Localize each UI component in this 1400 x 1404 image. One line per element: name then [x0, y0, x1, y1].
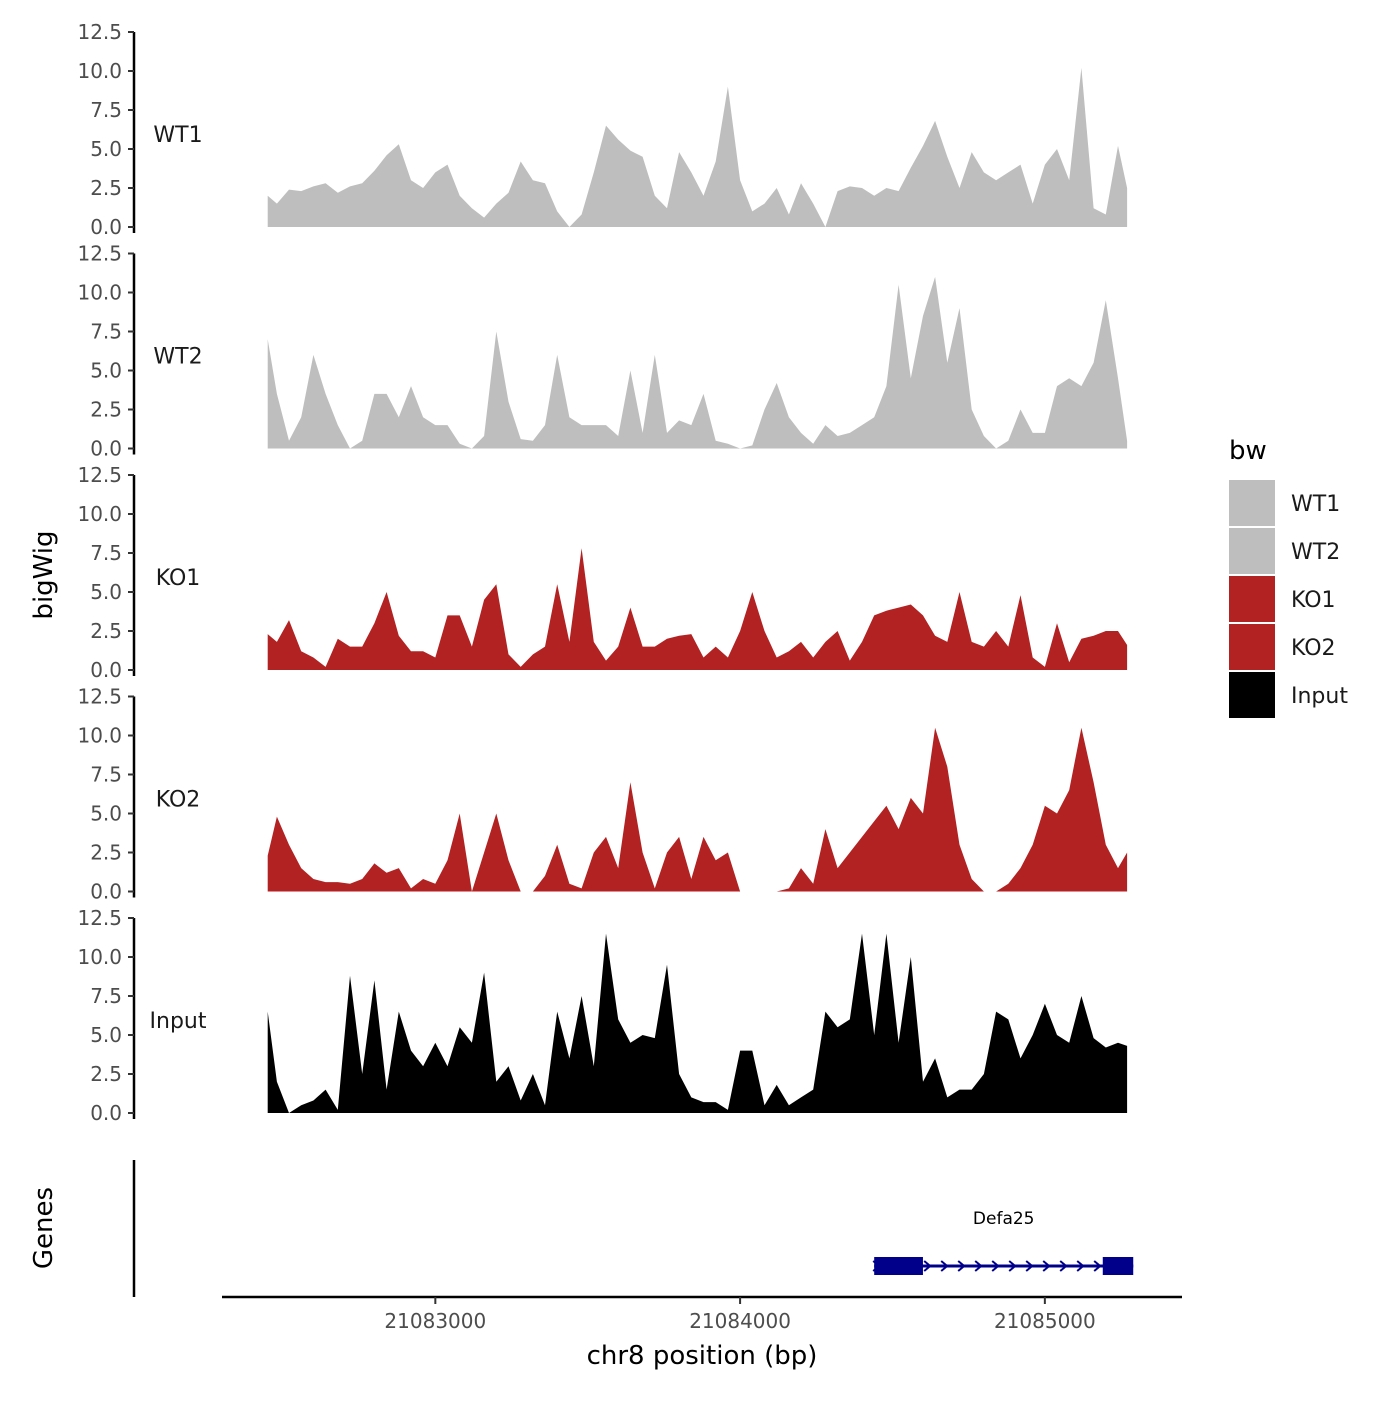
y-tick-label: 10.0 — [77, 724, 122, 748]
legend-key-input — [1229, 672, 1275, 718]
x-tick-label: 21083000 — [384, 1309, 486, 1333]
y-tick-label: 5.0 — [90, 359, 122, 383]
y-tick-label: 7.5 — [90, 984, 122, 1008]
gene-exon — [874, 1257, 923, 1275]
x-axis-title: chr8 position (bp) — [587, 1341, 818, 1371]
y-tick-label: 2.5 — [90, 398, 122, 422]
track-panel-input: 0.0 2.5 5.0 7.5 10.0 12.5 Input — [77, 906, 1128, 1125]
y-tick-label: 7.5 — [90, 541, 122, 565]
legend-key-ko1 — [1229, 576, 1275, 622]
legend-key-wt2 — [1229, 528, 1275, 574]
track-label: KO1 — [156, 566, 201, 591]
track-label: Input — [150, 1009, 207, 1034]
strand-arrow — [1076, 1260, 1085, 1272]
y-tick-label: 10.0 — [77, 945, 122, 969]
strand-arrow — [1008, 1260, 1017, 1272]
legend-label: Input — [1291, 684, 1348, 709]
y-tick-label: 0.0 — [90, 437, 122, 461]
y-tick-label: 10.0 — [77, 281, 122, 305]
strand-arrow — [1042, 1260, 1051, 1272]
legend-key-wt1 — [1229, 480, 1275, 526]
y-tick-label: 5.0 — [90, 137, 122, 161]
y-tick-label: 0.0 — [90, 658, 122, 682]
y-tick-label: 2.5 — [90, 1062, 122, 1086]
signal-area-wt2 — [267, 276, 1128, 449]
track-label: KO2 — [156, 788, 201, 813]
y-tick-label: 12.5 — [77, 20, 122, 44]
y-tick-label: 7.5 — [90, 763, 122, 787]
legend-title: bw — [1229, 436, 1267, 466]
legend: bw WT1 WT2 KO1 KO2 Input — [1229, 436, 1348, 718]
x-tick-label: 21084000 — [689, 1309, 791, 1333]
strand-arrow — [991, 1260, 1000, 1272]
track-panel-wt1: 0.0 2.5 5.0 7.5 10.0 12.5 WT1 — [77, 20, 1128, 239]
strand-arrow — [957, 1260, 966, 1272]
y-axis-title: bigWig — [29, 530, 59, 619]
genes-panel: Defa25 — [132, 1160, 1134, 1297]
signal-area-ko2 — [267, 727, 1128, 892]
strand-arrow — [974, 1260, 983, 1272]
track-panel-ko2: 0.0 2.5 5.0 7.5 10.0 12.5 KO2 — [77, 685, 1128, 904]
y-tick-label: 12.5 — [77, 463, 122, 487]
signal-area-wt1 — [267, 67, 1128, 228]
y-tick-label: 12.5 — [77, 906, 122, 930]
y-tick-label: 12.5 — [77, 242, 122, 266]
signal-area-input — [267, 933, 1128, 1113]
strand-arrow — [1059, 1260, 1068, 1272]
gene-label: Defa25 — [973, 1209, 1035, 1229]
strand-arrow — [1093, 1260, 1102, 1272]
track-panel-wt2: 0.0 2.5 5.0 7.5 10.0 12.5 WT2 — [77, 242, 1128, 461]
gene-defa25: Defa25 — [872, 1209, 1134, 1275]
y-tick-label: 2.5 — [90, 841, 122, 865]
y-tick-label: 0.0 — [90, 880, 122, 904]
x-axis: 21083000 21084000 21085000 — [222, 1295, 1182, 1333]
track-label: WT1 — [153, 123, 202, 148]
y-tick-label: 10.0 — [77, 502, 122, 526]
y-tick-label: 12.5 — [77, 685, 122, 709]
strand-arrow — [940, 1260, 949, 1272]
track-label: WT2 — [153, 345, 202, 370]
y-tick-label: 0.0 — [90, 1101, 122, 1125]
y-tick-label: 5.0 — [90, 580, 122, 604]
y-tick-label: 0.0 — [90, 215, 122, 239]
strand-arrow — [923, 1260, 932, 1272]
y-tick-label: 7.5 — [90, 98, 122, 122]
legend-key-ko2 — [1229, 624, 1275, 670]
tracks-area: 0.0 2.5 5.0 7.5 10.0 12.5 WT1 0.0 2.5 5.0 7.5 10.0 1… — [77, 20, 1128, 1125]
signal-area-ko1 — [267, 548, 1128, 670]
legend-label: WT1 — [1291, 492, 1340, 517]
track-panel-ko1: 0.0 2.5 5.0 7.5 10.0 12.5 KO1 — [77, 463, 1128, 682]
gene-exon — [1102, 1257, 1134, 1275]
strand-arrow — [1025, 1260, 1034, 1272]
genes-axis-title: Genes — [29, 1187, 59, 1269]
y-tick-label: 7.5 — [90, 320, 122, 344]
legend-label: KO2 — [1291, 636, 1336, 661]
x-tick-label: 21085000 — [994, 1309, 1096, 1333]
y-tick-label: 5.0 — [90, 802, 122, 826]
y-tick-label: 5.0 — [90, 1023, 122, 1047]
legend-label: KO1 — [1291, 588, 1336, 613]
y-tick-label: 2.5 — [90, 176, 122, 200]
legend-label: WT2 — [1291, 540, 1340, 565]
y-tick-label: 2.5 — [90, 619, 122, 643]
y-tick-label: 10.0 — [77, 59, 122, 83]
